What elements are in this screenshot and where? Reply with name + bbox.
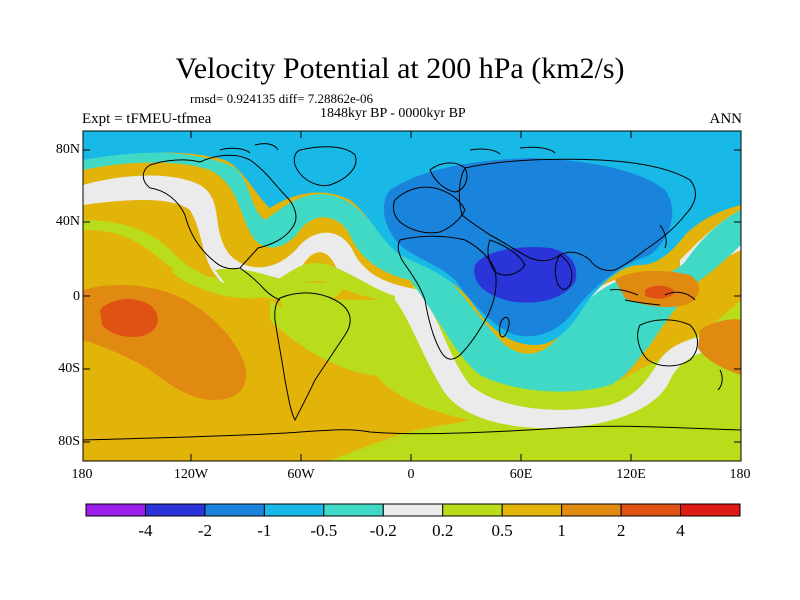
coast-indonesia [609,289,696,306]
coast-madagascar [499,317,510,338]
lat-label-80n: 80N [55,142,80,157]
colorbar-swatch [145,503,206,517]
coast-antarctica [83,425,741,441]
coast-south-america [274,292,351,422]
coast-africa [397,235,497,360]
colorbar-label: -0.2 [369,521,397,540]
colorbar-label: -0.5 [310,521,338,540]
period-label: 1848kyr BP - 0000kyr BP [320,106,466,121]
field-band-lightgreen-ca [215,268,345,304]
stats-line: rmsd= 0.924135 diff= 7.28862e-06 [190,91,374,106]
season-label: ANN [709,111,743,127]
lat-label-80s: 80S [58,434,80,449]
colorbar-swatch [85,503,146,517]
lat-label-40n: 40N [55,214,80,229]
colorbar-swatch [442,503,503,517]
colorbar-label: 1 [557,521,566,540]
coast-japan [659,224,667,249]
colorbar-label: -4 [138,521,153,540]
velocity-potential-field [83,131,741,461]
colorbar-label: -1 [257,521,272,540]
coast-europe [392,186,466,234]
colorbar-swatch [501,503,563,517]
colorbar-swatch [680,503,741,517]
colorbar-label: 4 [676,521,685,540]
field-band-redorange-wp [645,285,675,299]
coast-north-america [142,154,297,270]
coast-greenland [293,146,357,187]
tick-marks [83,131,741,461]
colorbar-label: 2 [616,521,626,540]
field-band-orange-aus [698,319,741,375]
lat-label-40s: 40S [58,361,80,376]
coast-asia [458,158,696,271]
field-band-darkblue [474,247,577,303]
colorbar-swatch [382,503,444,517]
colorbar-swatch [204,503,265,517]
coast-scandinavia [429,162,468,193]
colorbar-label: 0.2 [432,521,454,540]
colorbar [85,503,741,517]
lon-label-120e: 120E [616,467,646,482]
coast-india [554,254,573,290]
lon-label-60w: 60W [287,467,315,482]
colorbar-swatch [263,503,325,517]
field-band-white [83,175,741,429]
colorbar-label: -2 [197,521,212,540]
coastlines [83,143,741,441]
field-band-cyan [83,152,741,392]
colorbar-swatch [620,503,682,517]
colorbar-label: 0.5 [491,521,513,540]
coast-new-zealand [717,369,723,391]
colorbar-swatch [561,503,622,517]
lon-label-60e: 60E [509,467,533,482]
lon-label-120w: 120W [173,467,209,482]
field-band-redorange-pacific [100,298,158,337]
lon-label-180e: 180 [729,467,751,482]
lon-label-0: 0 [407,467,415,482]
coast-australia [637,319,698,367]
lat-label-0: 0 [73,289,80,304]
field-band-southpacific [270,300,430,378]
colorbar-swatch [323,503,384,517]
plot-title: Velocity Potential at 200 hPa (km2/s) [175,52,625,85]
experiment-label: Expt = tFMEU-tfmea [82,111,212,127]
coast-central-america [239,267,281,301]
coast-arabia [487,239,526,276]
coast-arctic-islands [219,143,556,155]
field-band-midblue [383,158,673,337]
lon-label-180w: 180 [71,467,93,482]
